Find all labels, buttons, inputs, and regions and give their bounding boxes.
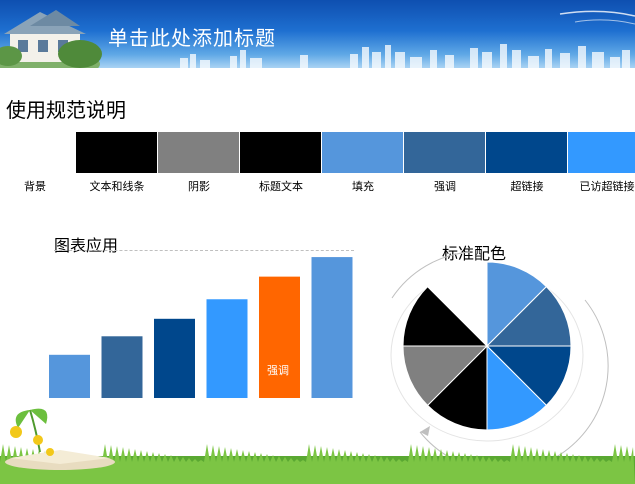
swatch-hyperlink (486, 132, 567, 173)
swatch-label-title-text: 标题文本 (259, 180, 303, 193)
swatch-label-background: 背景 (24, 180, 46, 193)
swatch-visited-hyperlink (568, 132, 635, 173)
header-banner: 单击此处添加标题 (0, 0, 635, 68)
pie-slice-6[interactable] (402, 285, 489, 347)
pie-slice-3[interactable] (486, 344, 548, 431)
slide-title[interactable]: 单击此处添加标题 (108, 26, 276, 50)
pie-slice-1[interactable] (485, 285, 572, 347)
swatch-title-text (240, 132, 321, 173)
pie-slice-5[interactable] (402, 345, 489, 407)
bar-0[interactable] (49, 354, 90, 398)
swatch-label-accent: 强调 (434, 180, 456, 193)
bar-2[interactable] (154, 318, 195, 398)
chart-title-underline (54, 250, 354, 251)
swatch-fill (322, 132, 403, 173)
pie-slice-7[interactable] (426, 261, 488, 348)
swatch-label-shadow: 阴影 (188, 180, 210, 193)
bar-3[interactable] (206, 299, 248, 398)
bar-highlight-label: 强调 (267, 364, 289, 377)
pie-slice-4[interactable] (426, 344, 488, 431)
bar-1[interactable] (101, 336, 143, 398)
pie-slice-2[interactable] (485, 345, 572, 407)
swatch-accent (404, 132, 485, 173)
grass-footer-graphic (0, 408, 635, 484)
pie-slice-0[interactable] (486, 261, 548, 348)
swatch-text-lines (76, 132, 157, 173)
house-graphic (0, 10, 102, 68)
swatch-background (0, 132, 81, 173)
section-title[interactable]: 使用规范说明 (6, 98, 126, 122)
swatch-label-hyperlink: 超链接 (510, 180, 544, 193)
swatch-label-visited-hyperlink: 已访超链接 (579, 180, 635, 193)
pie-chart-title[interactable]: 标准配色 (442, 244, 507, 263)
swatch-label-text-lines: 文本和线条 (89, 180, 145, 193)
swatch-label-fill: 填充 (352, 180, 374, 193)
bar-chart[interactable] (49, 257, 353, 398)
swatch-shadow (158, 132, 239, 173)
city-skyline-graphic (180, 10, 635, 68)
bar-5[interactable] (311, 257, 353, 398)
pie-chart[interactable] (402, 261, 572, 431)
color-swatch-row (0, 132, 635, 173)
bar-4[interactable] (259, 276, 300, 398)
